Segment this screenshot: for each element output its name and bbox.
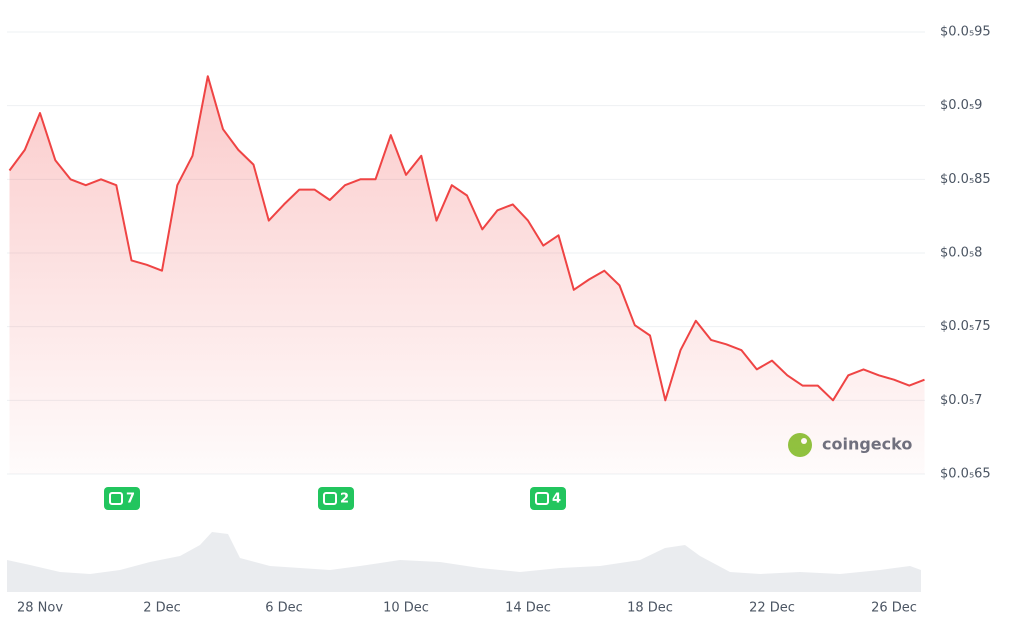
x-tick-label: 28 Nov (17, 601, 63, 616)
y-tick-label: $0.0₅8 (940, 246, 982, 261)
y-tick-label: $0.0₅7 (940, 393, 982, 408)
news-marker[interactable]: 4 (530, 487, 566, 510)
x-tick-label: 18 Dec (627, 601, 673, 616)
x-tick-label: 6 Dec (265, 601, 303, 616)
news-count: 7 (126, 492, 135, 507)
news-marker[interactable]: 2 (318, 487, 354, 510)
y-tick-label: $0.0₅95 (940, 25, 991, 40)
y-tick-label: $0.0₅9 (940, 98, 982, 113)
news-count: 4 (552, 492, 561, 507)
line-area (9, 76, 925, 474)
x-tick-label: 14 Dec (505, 601, 551, 616)
volume-area (7, 532, 921, 592)
news-marker[interactable]: 7 (104, 487, 140, 510)
x-tick-label: 22 Dec (749, 601, 795, 616)
y-tick-label: $0.0₅65 (940, 467, 991, 482)
news-count: 2 (340, 492, 349, 507)
x-tick-label: 10 Dec (383, 601, 429, 616)
x-tick-label: 26 Dec (871, 601, 917, 616)
x-tick-label: 2 Dec (143, 601, 181, 616)
price-line (8, 75, 925, 402)
y-tick-label: $0.0₅85 (940, 172, 991, 187)
y-tick-label: $0.0₅75 (940, 319, 991, 334)
